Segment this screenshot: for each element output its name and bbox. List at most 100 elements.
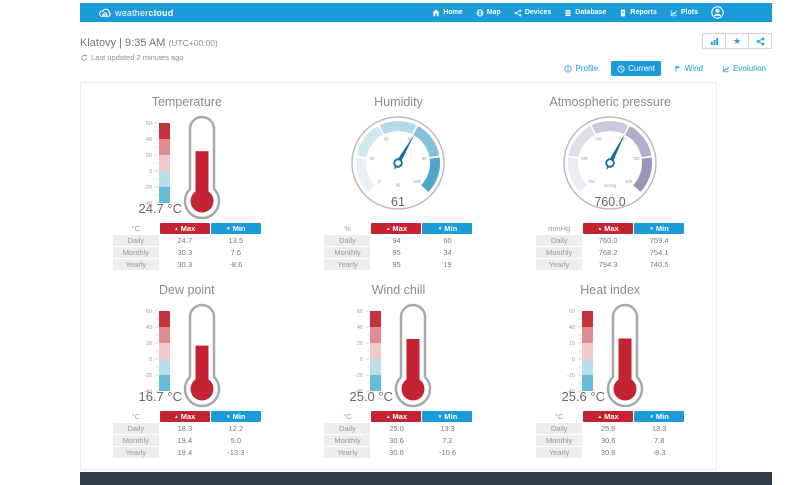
scale-color-segment — [370, 327, 382, 343]
gauge-arc-segment — [633, 157, 653, 193]
max-header: ▲ Max — [583, 223, 634, 234]
station-info: Klatovy | 9:35 AM (UTC+00:00) Last updat… — [80, 37, 218, 62]
nav-item-home[interactable]: Home — [432, 9, 463, 17]
stat-period: Yearly — [112, 259, 159, 270]
panel-humidity: Humidity 0 20 40 60 80 100% 61% ▲ Max ▼ Min Daily 94 6… — [293, 85, 505, 273]
stat-max: 94 — [371, 235, 422, 246]
scale-color-segment — [370, 375, 382, 391]
gauge-tick-label: 700 — [588, 179, 596, 184]
scale-color-segment — [582, 359, 594, 375]
gauge-arc-segment — [625, 126, 652, 158]
tab-label: Evolution — [733, 64, 766, 73]
tab-wind[interactable]: Wind — [668, 61, 709, 76]
tab-current[interactable]: Current — [611, 61, 661, 76]
stat-max: 95 — [371, 259, 422, 270]
stats-row: Yearly 794.3 740.5 — [536, 259, 685, 270]
current-value: 760.0 — [595, 195, 626, 209]
scale-tick-label: 60 — [569, 309, 575, 315]
max-header: ▲ Max — [371, 223, 422, 234]
star-icon: ★ — [732, 35, 742, 46]
scale-tick-label: 60 — [146, 309, 152, 315]
scale-color-segment — [582, 311, 594, 327]
stat-max: 30.3 — [159, 259, 210, 270]
stat-period: Daily — [536, 423, 583, 434]
nav-label: Home — [443, 9, 463, 16]
stat-max: 19.4 — [159, 447, 210, 458]
stat-period: Daily — [536, 235, 583, 246]
scale-tick-label: 0 — [360, 357, 363, 363]
nav-item-map[interactable]: Map — [476, 9, 501, 17]
brand-text: weathercloud — [115, 7, 174, 18]
stat-min: 34 — [422, 247, 473, 258]
stat-min: 7.6 — [210, 247, 261, 258]
nav-item-reports[interactable]: Reports — [619, 9, 657, 17]
gauge-tick-label: 80 — [422, 156, 427, 161]
stat-max: 19.4 — [159, 435, 210, 446]
scale-tick-label: 40 — [569, 325, 575, 331]
footer-bar — [80, 472, 772, 485]
favorite-button[interactable]: ★ — [725, 33, 749, 49]
share-button[interactable] — [748, 33, 772, 49]
nav-item-database[interactable]: Database — [564, 9, 606, 17]
mercury-column — [406, 339, 420, 389]
actions-group: ★ — [702, 33, 772, 49]
stat-min: 7.8 — [634, 435, 685, 446]
stats-table: °C ▲ Max ▼ Min Daily 25.0 13.3 Monthly 30.6 7.2 Yea… — [323, 410, 473, 459]
scale-tick-label: 20 — [357, 341, 363, 347]
nav-label: Reports — [630, 9, 657, 16]
nav-label: Devices — [524, 9, 552, 16]
current-value: 61 — [392, 195, 406, 209]
gauge-tick-label: 740 — [595, 137, 603, 142]
gauge-arc-segment — [591, 121, 629, 135]
panel-heat-index: Heat index 60 40 20 0 -20 -40 25.6 °C °C ▲ Max ▼ Min… — [504, 273, 716, 461]
stat-min: -8.3 — [634, 447, 685, 458]
tab-label: Profile — [575, 64, 599, 73]
stats-table: % ▲ Max ▼ Min Daily 94 60 Monthly 95 34 Yearly 95 19 — [323, 222, 473, 271]
stat-max: 95 — [371, 247, 422, 258]
user-avatar[interactable] — [711, 6, 724, 19]
current-value: 25.0 °C — [350, 389, 394, 404]
tab-label: Wind — [684, 64, 704, 73]
gauge-arc-segment — [380, 121, 417, 135]
nav-item-devices[interactable]: Devices — [514, 8, 552, 17]
nav-item-plots[interactable]: Plots — [670, 9, 698, 17]
panel-pressure: Atmospheric pressure700720740760780800mm… — [504, 85, 716, 273]
stats-row: Monthly 768.2 754.1 — [536, 247, 685, 258]
station-timezone: (UTC+00:00) — [168, 38, 218, 48]
tab-evolution[interactable]: Evolution — [716, 61, 772, 76]
stats-row: Daily 760.0 759.4 — [536, 235, 685, 246]
scale-tick-label: 40 — [146, 137, 152, 143]
gauge-graphic: 700720740760780800mmHg760.0 — [563, 116, 657, 210]
max-header: ▲ Max — [159, 223, 210, 234]
panel-title: Dew point — [159, 283, 215, 297]
brand-logo[interactable]: weathercloud — [98, 7, 173, 18]
scale-tick-label: -20 — [567, 373, 575, 379]
stats-table: °C ▲ Max ▼ Min Daily 25.6 13.3 Monthly 30.6 7.8 Yea… — [535, 410, 685, 459]
map-icon — [476, 9, 484, 16]
scale-color-segment — [158, 375, 170, 391]
tab-profile[interactable]: Profile — [558, 61, 604, 76]
max-header: ▲ Max — [583, 411, 634, 422]
charts-button[interactable] — [702, 33, 726, 49]
stats-row: Daily 94 60 — [324, 235, 473, 246]
stats-row: Yearly 30.6 -10.6 — [324, 447, 473, 458]
stat-min: 5.0 — [210, 435, 261, 446]
user-icon — [711, 6, 724, 19]
scale-tick-label: -20 — [356, 373, 364, 379]
stat-min: 13.3 — [422, 423, 473, 434]
scale-color-segment — [582, 375, 594, 391]
scale-color-segment — [158, 171, 170, 187]
scale-tick-label: 0 — [572, 357, 575, 363]
stats-row: Daily 24.7 13.5 — [112, 235, 261, 246]
scale-color-segment — [370, 359, 382, 375]
chevron-down-icon: ▼ — [226, 414, 231, 419]
scale-tick-label: 40 — [357, 325, 363, 331]
scale-tick-label: 20 — [146, 153, 152, 159]
stat-min: 740.5 — [634, 259, 685, 270]
stat-max: 760.0 — [583, 235, 634, 246]
last-updated: Last updated 2 minutes ago — [80, 53, 218, 62]
stat-max: 768.2 — [583, 247, 634, 258]
scale-color-segment — [370, 343, 382, 359]
stat-period: Daily — [112, 423, 159, 434]
